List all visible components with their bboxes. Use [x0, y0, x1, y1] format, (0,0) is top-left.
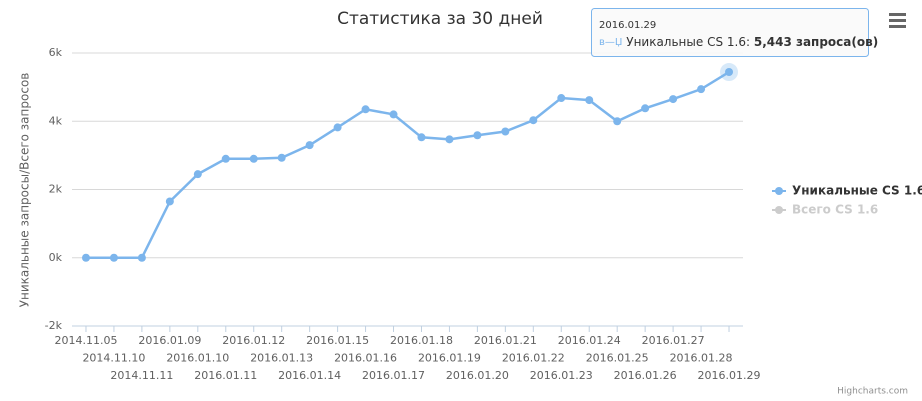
data-point[interactable] [501, 127, 510, 136]
x-tick-label: 2016.01.17 [362, 369, 425, 382]
x-tick-label: 2016.01.27 [642, 334, 705, 347]
hover-halo [720, 63, 739, 82]
data-point[interactable] [585, 96, 594, 105]
chart-title: Статистика за 30 дней [337, 9, 543, 29]
data-point[interactable] [669, 95, 678, 104]
data-point[interactable] [697, 85, 706, 94]
y-tick-label: 2k [49, 183, 63, 196]
tooltip-category: 2016.01.29 [599, 20, 656, 31]
x-tick-label: 2016.01.22 [502, 352, 565, 365]
data-point[interactable] [193, 170, 202, 179]
x-tick-label: 2016.01.13 [250, 352, 313, 365]
x-tick-label: 2016.01.16 [334, 352, 397, 365]
x-tick-label: 2016.01.18 [390, 334, 453, 347]
data-point[interactable] [417, 133, 426, 142]
data-point[interactable] [81, 253, 90, 262]
legend-label[interactable]: Уникальные CS 1.6 [792, 184, 922, 198]
data-point[interactable] [613, 117, 622, 126]
legend-label[interactable]: Всего CS 1.6 [792, 203, 878, 217]
x-tick-label: 2016.01.28 [670, 352, 733, 365]
tooltip-series: Уникальные CS 1.6: [626, 35, 750, 49]
x-tick-label: 2016.01.12 [222, 334, 285, 347]
y-tick-label: 6k [49, 46, 63, 59]
data-point[interactable] [249, 154, 258, 163]
data-point[interactable] [165, 197, 174, 206]
data-point[interactable] [445, 135, 454, 144]
data-point[interactable] [725, 68, 734, 77]
menu-bar [889, 25, 906, 28]
x-tick-label: 2016.01.25 [586, 352, 649, 365]
data-point[interactable] [557, 94, 566, 103]
credits[interactable]: Highcharts.com [837, 387, 908, 397]
data-point[interactable] [389, 110, 398, 119]
y-tick-label: -2k [45, 319, 63, 332]
x-tick-label: 2014.11.05 [54, 334, 117, 347]
x-tick-label: 2016.01.20 [446, 369, 509, 382]
x-tick-label: 2016.01.11 [194, 369, 257, 382]
tooltip: 2016.01.29 в—Џ Уникальные CS 1.6: 5,443 з… [591, 8, 878, 57]
data-point[interactable] [333, 123, 342, 132]
tooltip-marker: в—Џ [599, 37, 622, 48]
x-tick-label: 2016.01.26 [614, 369, 677, 382]
x-tick-label: 2016.01.24 [558, 334, 621, 347]
tooltip-value: 5,443 запроса(ов) [754, 35, 878, 49]
x-tick-label: 2016.01.15 [306, 334, 369, 347]
menu-bar [889, 19, 906, 22]
data-point[interactable] [473, 131, 482, 140]
menu-button[interactable] [889, 13, 906, 28]
series-line [85, 70, 730, 259]
legend-marker [775, 206, 783, 214]
data-point[interactable] [641, 104, 650, 113]
x-tick-label: 2016.01.19 [418, 352, 481, 365]
x-tick-label: 2016.01.23 [530, 369, 593, 382]
x-tick-label: 2014.11.10 [82, 352, 145, 365]
data-point[interactable] [109, 253, 118, 262]
x-tick-label: 2016.01.14 [278, 369, 341, 382]
y-axis-title: Уникальные запросы/Всего запросов [18, 73, 32, 308]
y-tick-label: 4k [49, 114, 63, 127]
x-tick-label: 2014.11.11 [110, 369, 173, 382]
tooltip-box [591, 8, 869, 57]
x-tick-label: 2016.01.29 [698, 369, 761, 382]
data-point[interactable] [529, 116, 538, 125]
x-tick-label: 2016.01.10 [166, 352, 229, 365]
y-tick-label: 0k [49, 251, 63, 264]
data-point[interactable] [221, 154, 230, 163]
x-tick-label: 2016.01.21 [474, 334, 537, 347]
data-point[interactable] [361, 105, 370, 114]
data-point[interactable] [137, 253, 146, 262]
data-point[interactable] [277, 153, 286, 162]
data-point[interactable] [305, 141, 314, 150]
tooltip-body: в—Џ Уникальные CS 1.6: 5,443 запроса(ов) [599, 35, 878, 49]
menu-bar [889, 13, 906, 16]
legend-marker [775, 187, 783, 195]
x-tick-label: 2016.01.09 [138, 334, 201, 347]
